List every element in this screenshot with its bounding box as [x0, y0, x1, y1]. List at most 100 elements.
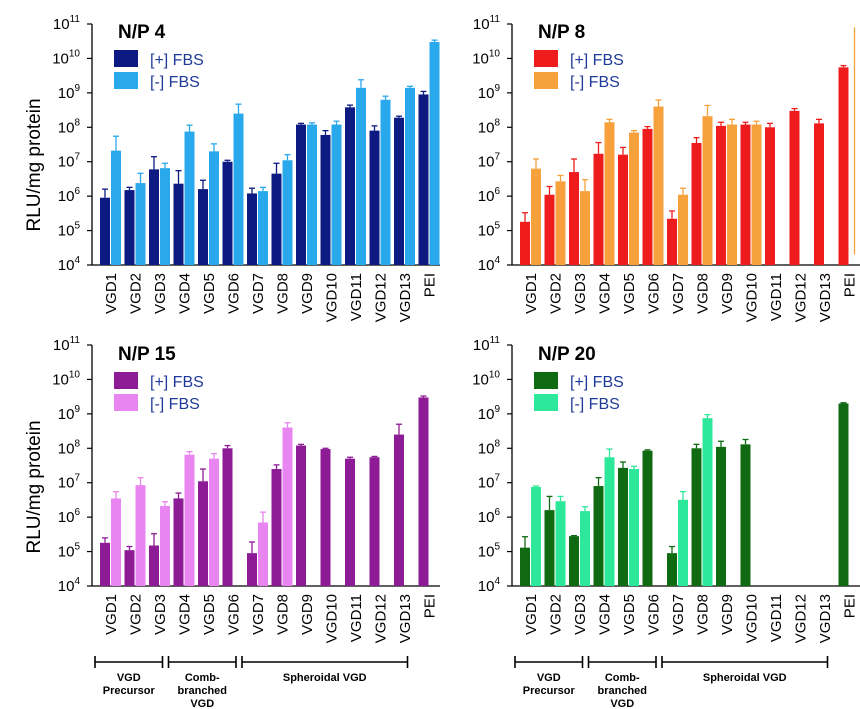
category-label: VGD13 [397, 594, 414, 643]
bar [751, 124, 762, 265]
category-label: PEI [422, 594, 439, 618]
category-label: VGD11 [348, 594, 365, 642]
bar [282, 160, 293, 265]
category-label: VGD12 [373, 594, 390, 643]
category-label: VGD8 [695, 273, 712, 314]
category-label: VGD9 [719, 273, 736, 314]
group-label: Comb- [185, 672, 220, 684]
category-label: VGD10 [324, 594, 341, 643]
legend-swatch [534, 372, 558, 389]
category-label: VGD13 [817, 273, 834, 322]
bar [555, 181, 566, 265]
y-tick-label: 104 [478, 255, 501, 274]
category-label: VGD7 [670, 594, 687, 635]
y-tick-label: 109 [58, 404, 81, 423]
category-label: VGD12 [793, 594, 810, 643]
bar [618, 467, 628, 586]
bar [111, 498, 121, 586]
group-label: branched [177, 685, 227, 697]
y-tick-label: 108 [478, 438, 501, 457]
bar [296, 124, 306, 265]
bar [356, 87, 366, 265]
y-tick-label: 1010 [52, 369, 80, 388]
category-label: VGD1 [103, 273, 120, 314]
category-label: VGD2 [128, 594, 145, 635]
bar [716, 446, 726, 586]
category-label: VGD11 [348, 273, 365, 321]
bar [247, 193, 257, 265]
bar [100, 197, 110, 265]
bar [149, 169, 159, 265]
category-label: VGD5 [621, 273, 638, 314]
y-tick-label: 109 [478, 404, 501, 423]
y-tick-label: 104 [478, 576, 501, 595]
category-label: VGD5 [201, 594, 218, 635]
legend-swatch [534, 50, 558, 67]
y-tick-label: 108 [58, 117, 81, 136]
group-label: VGD [537, 672, 561, 684]
category-label: PEI [422, 273, 439, 297]
y-tick-label: 106 [478, 507, 501, 526]
legend-label: [+] FBS [570, 374, 624, 391]
y-tick-label: 1010 [472, 48, 500, 67]
bar [691, 448, 702, 586]
y-tick-label: 108 [58, 438, 81, 457]
bar [247, 553, 257, 586]
bar [320, 134, 331, 265]
category-label: VGD10 [324, 273, 341, 322]
legend-label: [-] FBS [570, 396, 620, 413]
chart-panel-2: 104 105 106 107 108 109 1010 1011 VGD1 VGD2 VGD3 VG… [472, 14, 860, 322]
category-label: VGD12 [373, 273, 390, 322]
y-tick-label: 106 [58, 186, 81, 205]
category-label: VGD7 [250, 273, 267, 314]
y-tick-label: 105 [478, 542, 501, 561]
bar [271, 173, 282, 265]
y-tick-label: 108 [478, 117, 501, 136]
bar [394, 434, 404, 586]
chart-panel-1: 104 105 106 107 108 109 1010 1011 VGD1 VGD2 VGD3 VG… [52, 14, 440, 322]
bar [667, 553, 677, 586]
legend-label: [-] FBS [570, 74, 620, 91]
bar [160, 168, 170, 265]
bar [678, 194, 688, 265]
category-label: VGD4 [177, 594, 194, 635]
group-label: branched [597, 685, 647, 697]
bar [740, 124, 751, 265]
y-axis-label-top: RLU/mg protein [24, 98, 45, 231]
bar [111, 150, 121, 265]
bar [173, 183, 184, 265]
bar [380, 99, 391, 265]
bar [691, 142, 702, 265]
bar [740, 444, 751, 586]
bar [198, 481, 208, 586]
category-label: VGD9 [299, 594, 316, 635]
bar [222, 448, 233, 586]
bar [173, 498, 184, 586]
y-tick-label: 109 [478, 83, 501, 102]
bar [345, 458, 355, 586]
bar [271, 469, 282, 586]
bar [702, 418, 713, 586]
category-label: VGD6 [226, 594, 243, 635]
y-tick-label: 107 [478, 473, 501, 492]
bar [320, 449, 331, 586]
bar [369, 130, 380, 265]
bar [544, 194, 555, 265]
category-label: VGD2 [548, 273, 565, 314]
bar [233, 113, 244, 265]
bar [814, 123, 824, 265]
y-tick-label: 104 [58, 576, 81, 595]
category-label: VGD7 [670, 273, 687, 314]
category-label: VGD2 [128, 273, 145, 314]
bar [258, 522, 268, 586]
y-tick-label: 1011 [53, 14, 81, 33]
bar [702, 116, 713, 265]
bar [100, 542, 110, 586]
legend-swatch [114, 72, 138, 89]
bar [593, 153, 604, 265]
group-label: VGD [117, 672, 141, 684]
category-label: VGD13 [817, 594, 834, 643]
category-label: VGD13 [397, 273, 414, 322]
y-tick-label: 105 [58, 221, 81, 240]
